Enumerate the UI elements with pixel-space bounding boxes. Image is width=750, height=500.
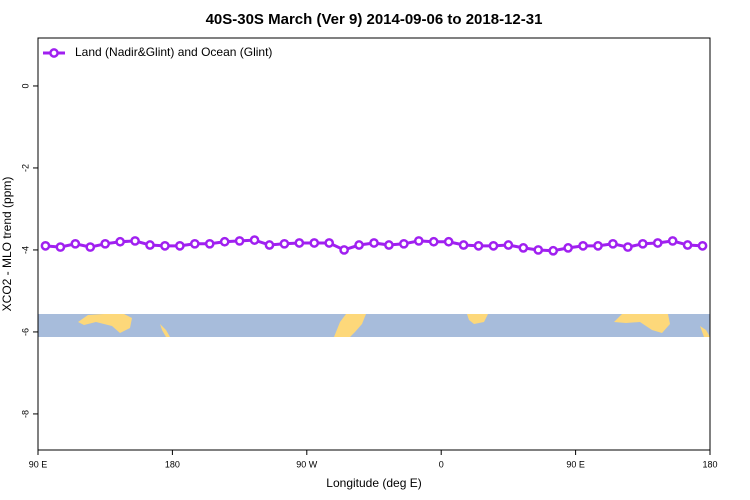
x-axis-label: Longitude (deg E): [326, 476, 421, 490]
point: [219, 236, 230, 247]
point: [339, 245, 349, 255]
point: [652, 238, 663, 248]
point: [175, 240, 185, 251]
x-tick-label: 180: [165, 459, 180, 469]
point: [279, 238, 290, 249]
point: [533, 245, 544, 255]
point: [563, 243, 573, 253]
point: [70, 238, 81, 249]
point: [443, 236, 454, 247]
y-tick-label: -2: [20, 164, 30, 172]
point: [458, 240, 469, 250]
point: [249, 235, 260, 245]
point: [473, 240, 484, 251]
point: [264, 240, 275, 250]
point: [413, 236, 424, 246]
point: [40, 240, 51, 251]
point: [189, 238, 200, 249]
legend-label: Land (Nadir&Glint) and Ocean (Glint): [75, 45, 272, 59]
y-tick-label: -4: [20, 246, 30, 254]
point: [697, 240, 708, 251]
point: [160, 240, 170, 251]
x-tick-label: 0: [439, 459, 444, 469]
point: [145, 240, 155, 250]
map-strip: [38, 314, 710, 337]
y-tick-label: -6: [20, 328, 30, 336]
point: [682, 240, 693, 250]
point: [548, 245, 559, 256]
x-tick-label: 180: [702, 459, 717, 469]
point: [384, 240, 394, 250]
point: [369, 238, 379, 248]
point: [518, 243, 529, 253]
point: [234, 236, 245, 246]
x-tick-label: 90 W: [296, 459, 318, 469]
point: [85, 242, 96, 252]
y-tick-label: 0: [20, 83, 30, 88]
y-axis-label: XCO2 - MLO trend (ppm): [0, 177, 14, 312]
point: [667, 236, 678, 246]
point: [637, 238, 648, 249]
point: [623, 242, 633, 252]
point: [55, 242, 66, 252]
point: [309, 238, 320, 248]
point: [324, 238, 335, 248]
legend-marker: [49, 48, 59, 58]
point: [608, 238, 618, 249]
point: [115, 236, 125, 247]
point: [578, 240, 588, 251]
point: [100, 238, 111, 249]
point: [294, 238, 305, 248]
point: [488, 240, 499, 251]
plot-frame: [37, 37, 711, 451]
point: [503, 240, 514, 250]
y-tick-label: -8: [20, 410, 30, 418]
point: [204, 238, 215, 249]
x-tick-label: 90 E: [29, 459, 48, 469]
point: [593, 240, 603, 251]
point: [428, 236, 439, 247]
point: [354, 240, 364, 250]
point: [399, 238, 409, 249]
x-tick-label: 90 E: [566, 459, 585, 469]
point: [130, 236, 140, 246]
chart-title: 40S-30S March (Ver 9) 2014-09-06 to 2018…: [206, 11, 543, 28]
